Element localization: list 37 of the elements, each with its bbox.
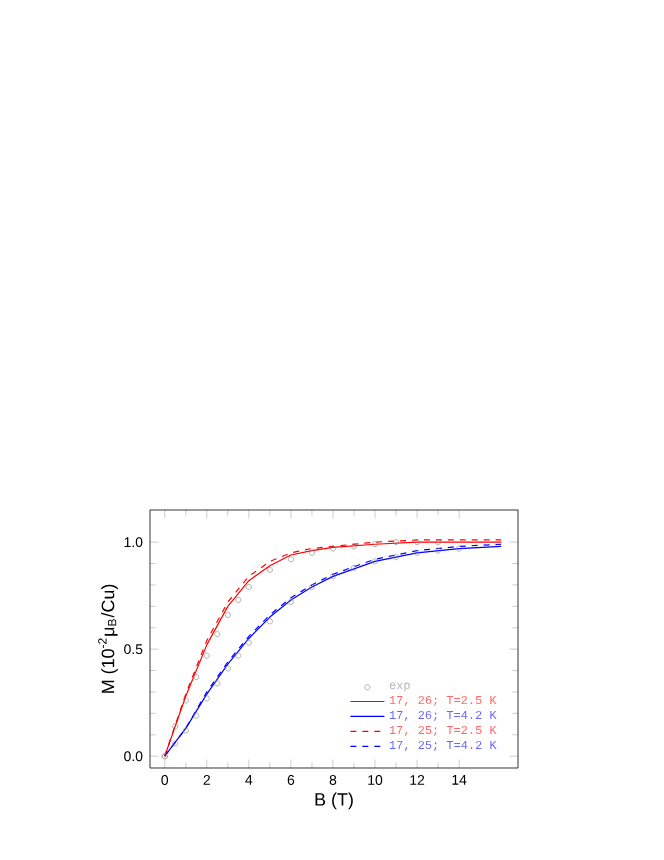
point	[288, 556, 294, 563]
point	[435, 539, 441, 545]
point	[393, 539, 399, 545]
point	[245, 639, 252, 646]
point	[235, 652, 242, 659]
point	[193, 674, 200, 680]
point	[309, 549, 315, 556]
point	[172, 740, 179, 747]
point	[245, 584, 252, 590]
point	[372, 541, 378, 548]
point	[456, 545, 463, 552]
point	[393, 554, 399, 560]
point	[351, 564, 357, 571]
point	[414, 549, 420, 556]
point	[193, 712, 200, 719]
point	[372, 558, 378, 565]
point	[330, 545, 336, 552]
y-axis-title: M (10$^{-2}$μ$_{B}$/Cu)	[98, 584, 118, 693]
point	[224, 612, 231, 618]
point	[266, 618, 273, 625]
point	[214, 631, 221, 638]
point	[309, 584, 315, 590]
point	[182, 697, 189, 704]
point	[203, 652, 210, 659]
point	[435, 547, 441, 554]
point	[288, 599, 294, 605]
point	[224, 665, 231, 672]
point	[330, 573, 336, 580]
point	[182, 727, 189, 734]
point	[414, 539, 420, 545]
point	[203, 695, 210, 702]
point	[172, 723, 179, 730]
point	[266, 567, 273, 573]
point	[351, 543, 357, 550]
point	[235, 597, 242, 603]
point	[214, 680, 221, 687]
x-axis-title: B (T)	[315, 792, 353, 810]
